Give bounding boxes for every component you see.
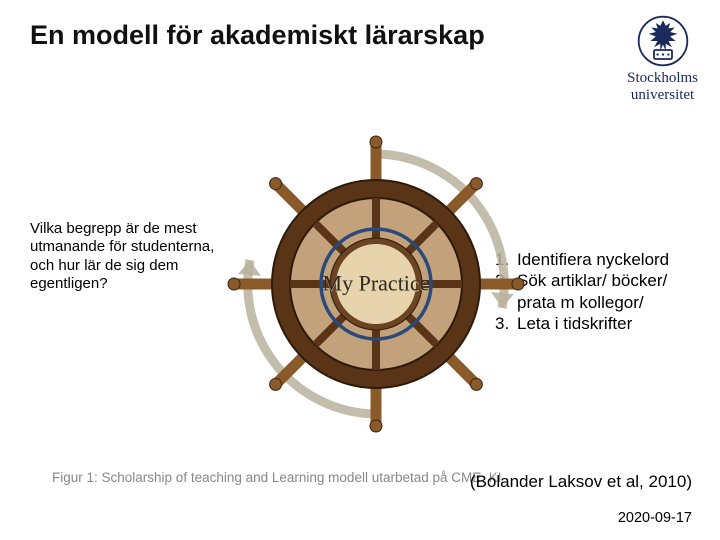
logo-text-line2: universitet	[627, 87, 698, 104]
logo-text-line1: Stockholms	[627, 70, 698, 87]
citation-text: (Bolander Laksov et al, 2010)	[470, 472, 692, 492]
slide-title: En modell för akademiskt lärarskap	[30, 20, 485, 51]
date-text: 2020-09-17	[618, 510, 692, 526]
university-logo: Stockholms universitet	[627, 14, 698, 105]
left-prompt-text: Vilka begrepp är de mest utmanande för s…	[30, 220, 220, 293]
logo-emblem-icon	[636, 14, 690, 68]
figure-caption: Figur 1: Scholarship of teaching and Lea…	[52, 470, 502, 485]
ships-wheel-graphic: My Practice	[225, 133, 527, 435]
wheel-center-label: My Practice	[323, 270, 430, 296]
